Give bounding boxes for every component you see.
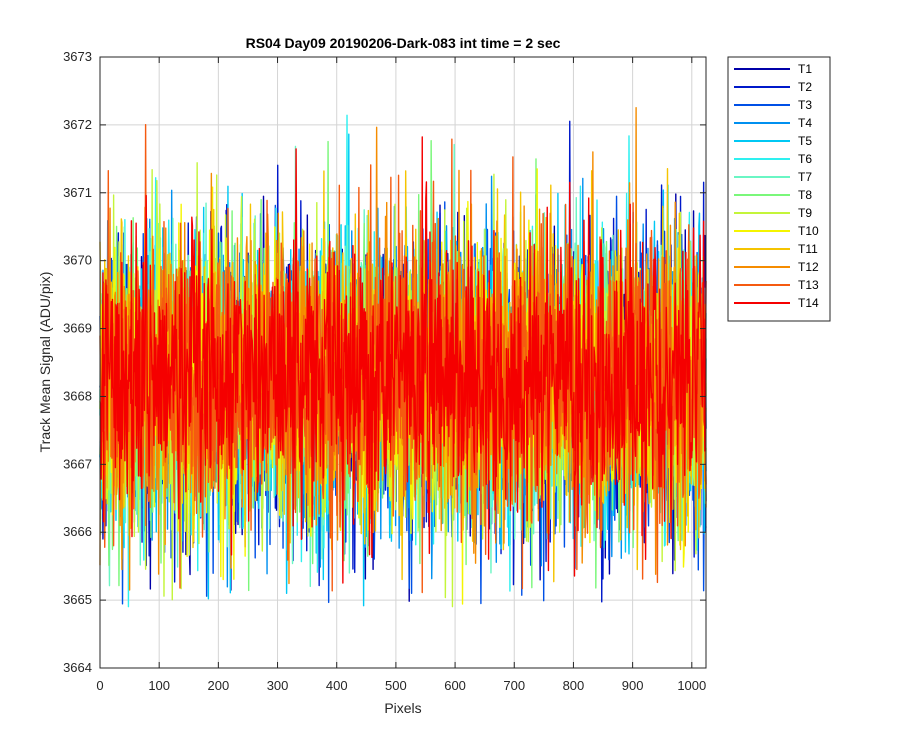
chart-title: RS04 Day09 20190206-Dark-083 int time = …: [246, 35, 561, 51]
y-tick-label: 3668: [63, 388, 92, 403]
legend-label: T13: [798, 278, 819, 292]
legend-label: T8: [798, 188, 812, 202]
x-tick-label: 300: [267, 678, 289, 693]
x-tick-label: 200: [208, 678, 230, 693]
legend-label: T11: [798, 242, 818, 256]
legend-label: T5: [798, 134, 812, 148]
legend-label: T3: [798, 98, 812, 112]
legend-label: T1: [798, 62, 812, 76]
legend-label: T6: [798, 152, 812, 166]
series-line-t14: [99, 136, 707, 584]
y-tick-label: 3664: [63, 660, 92, 675]
y-axis: 3664 3665 3666 3667 3668 3669 3670 3671 3672 3673: [63, 49, 706, 675]
x-tick-label: 600: [444, 678, 466, 693]
x-tick-label: 500: [385, 678, 407, 693]
y-tick-label: 3672: [63, 117, 92, 132]
plot-frame: [99, 56, 707, 669]
y-axis-title: Track Mean Signal (ADU/pix): [37, 272, 53, 453]
x-tick-label: 900: [622, 678, 644, 693]
x-tick-label: 800: [563, 678, 585, 693]
x-tick-label: 700: [503, 678, 525, 693]
x-tick-label: 100: [148, 678, 170, 693]
x-tick-label: 1000: [677, 678, 706, 693]
y-tick-label: 3665: [63, 592, 92, 607]
y-tick-label: 3667: [63, 456, 92, 471]
y-tick-label: 3669: [63, 321, 92, 336]
x-tick-label: 0: [96, 678, 103, 693]
x-tick-label: 400: [326, 678, 348, 693]
y-tick-label: 3673: [63, 49, 92, 64]
legend-box: [727, 56, 831, 322]
legend-label: T14: [798, 296, 819, 310]
y-tick-label: 3671: [63, 185, 92, 200]
x-axis-title: Pixels: [384, 700, 421, 716]
legend-label: T9: [798, 206, 812, 220]
y-tick-label: 3670: [63, 253, 92, 268]
legend-label: T4: [798, 116, 812, 130]
legend-label: T2: [798, 80, 812, 94]
legend-label: T10: [798, 224, 819, 238]
legend-label: T7: [798, 170, 812, 184]
legend: T1 T2 T3 T4 T5 T6 T7 T8 T9 T10 T11 T12 T13 T14: [727, 56, 831, 322]
legend-label: T12: [798, 260, 819, 274]
y-tick-label: 3666: [63, 524, 92, 539]
series-layer: [99, 107, 707, 608]
x-axis: 0 100 200 300 400 500 600 700 800 900 1000: [96, 57, 706, 693]
